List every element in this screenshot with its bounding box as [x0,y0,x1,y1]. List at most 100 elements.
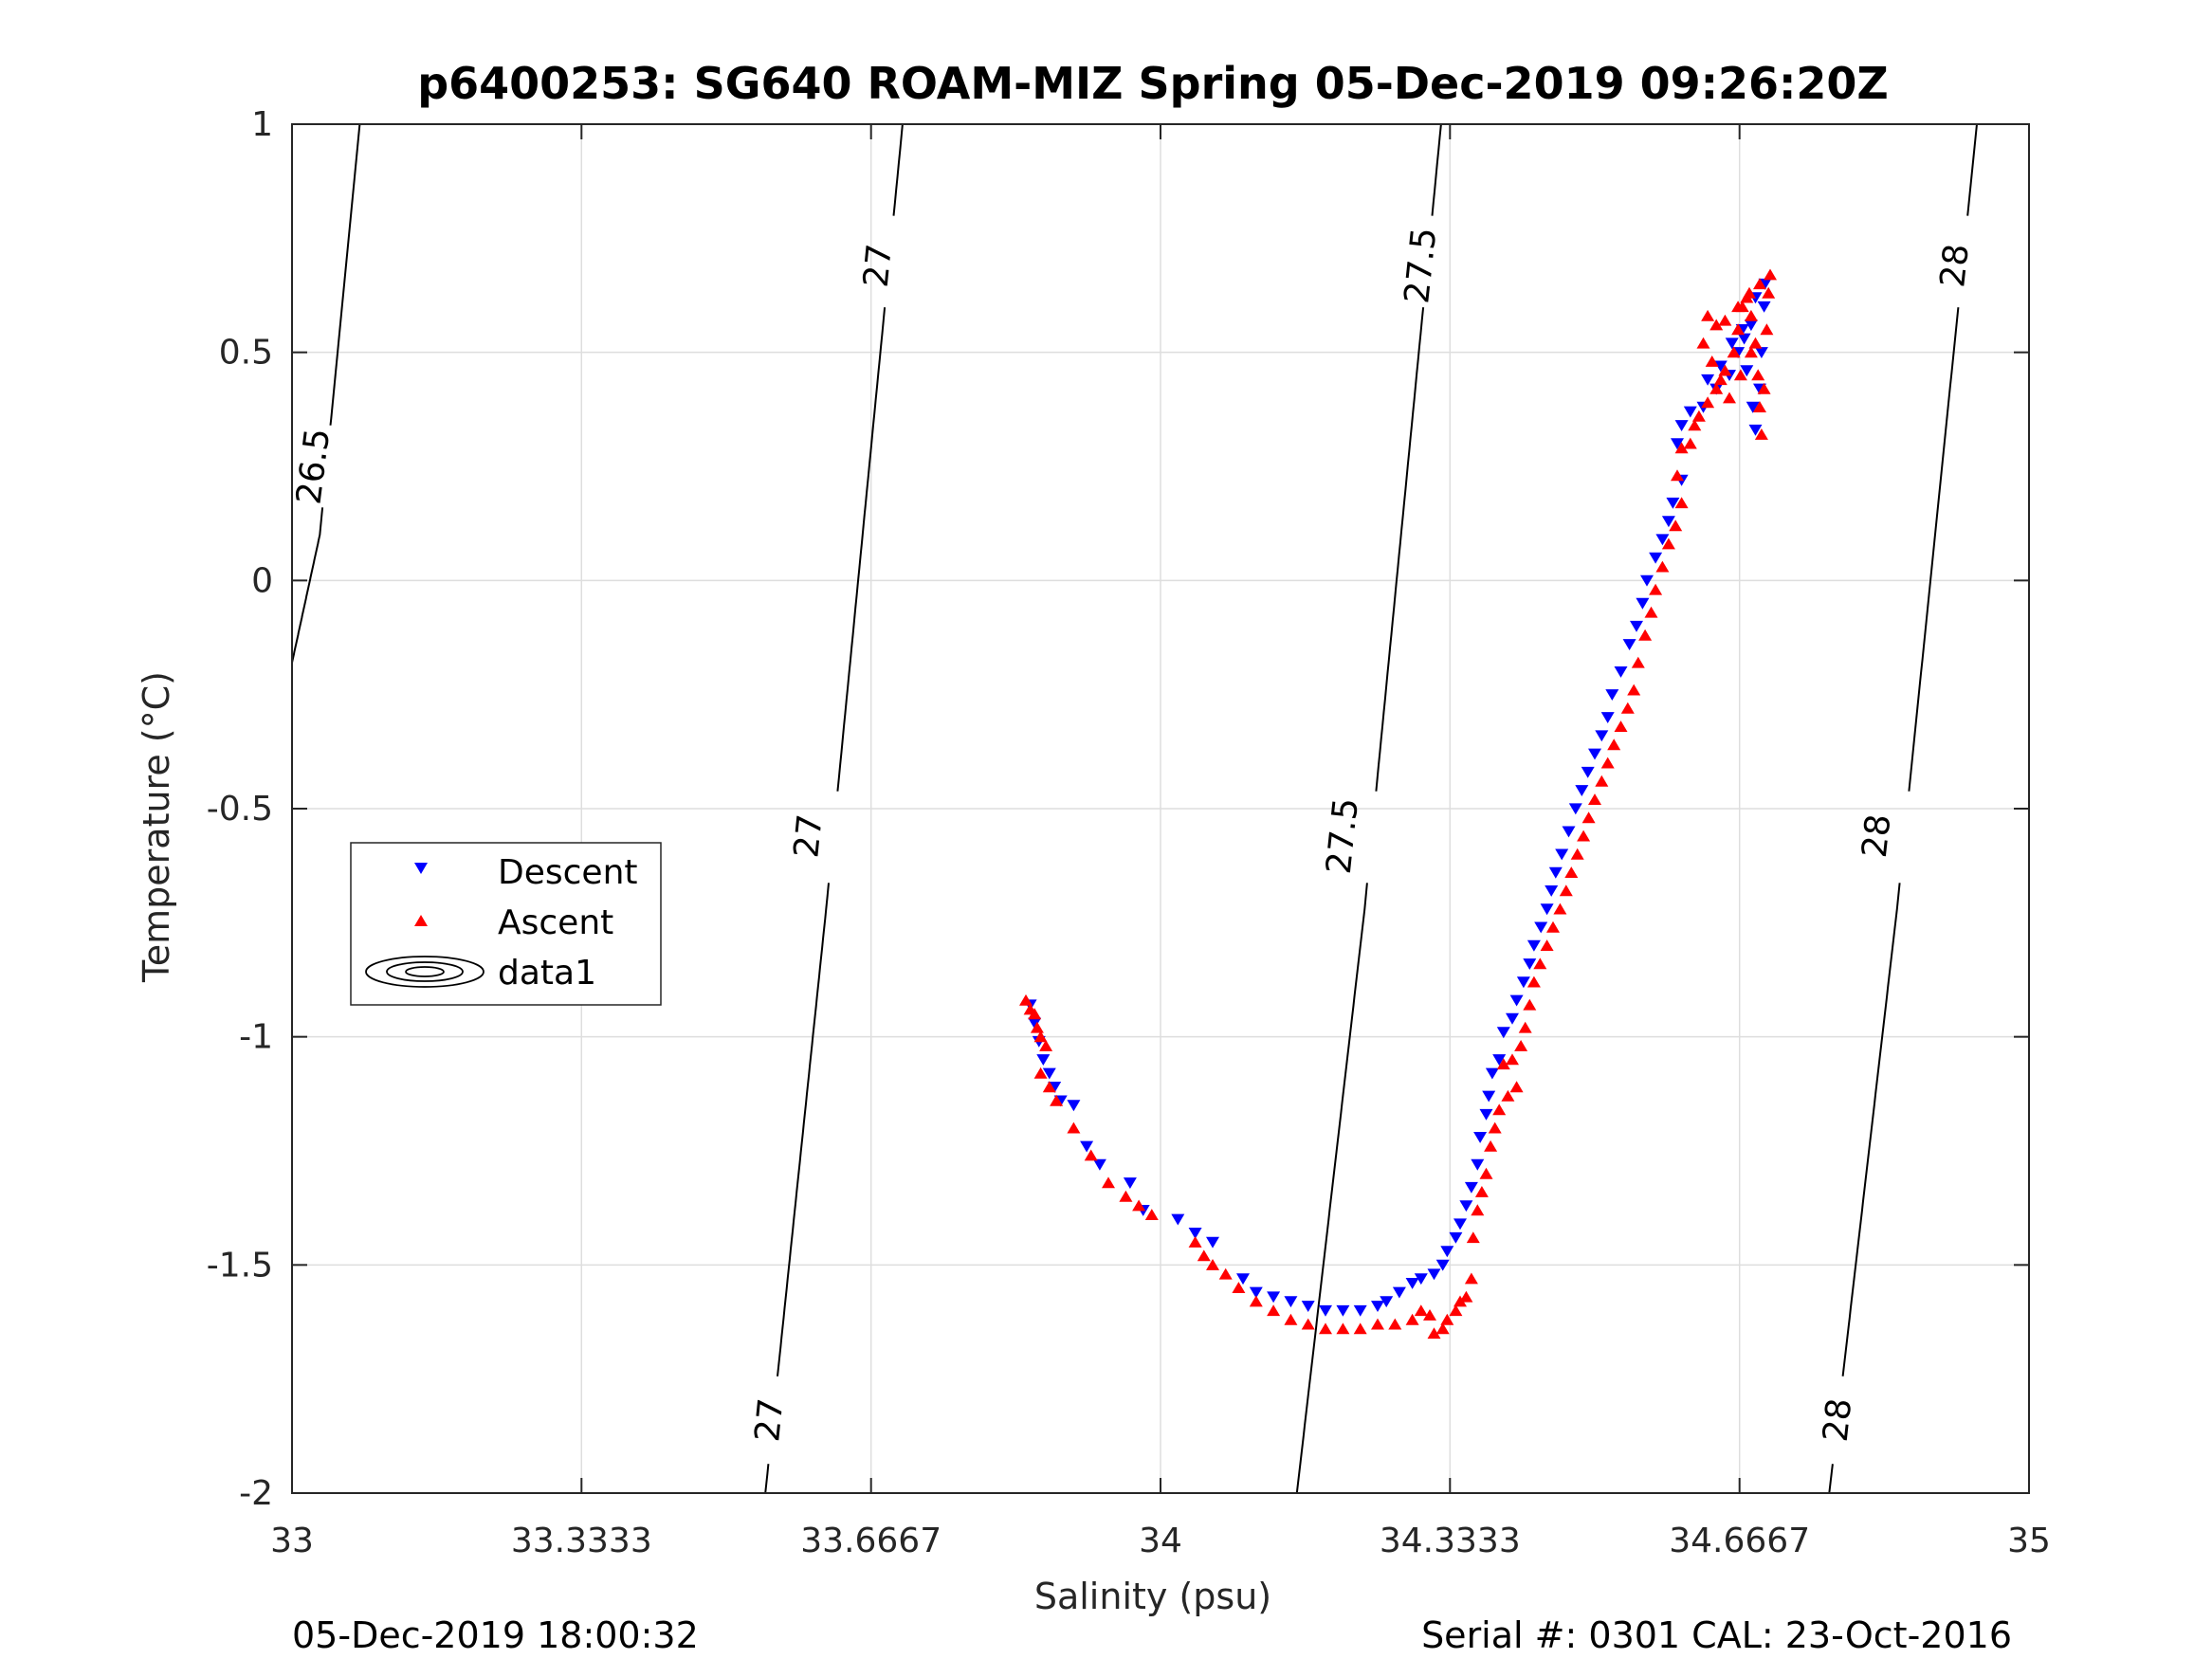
descent-point [1534,921,1548,934]
descent-point [1581,766,1595,778]
isopycnal-28: 28 28 28 [1817,123,1978,1494]
descent-point [1523,958,1537,970]
isopycnal-line [329,123,361,426]
y-tick-label: -2 [239,1474,273,1513]
ascent-point [1523,998,1537,1011]
y-tick-label: -1.5 [207,1246,273,1285]
ascent-point [1474,1186,1489,1197]
legend-ascent-label: Ascent [498,903,613,942]
ascent-point [1471,1204,1485,1216]
descent-point [1575,785,1589,796]
ascent-point [1033,1066,1048,1079]
legend-ascent-marker [414,915,428,926]
ascent-point [1067,1121,1081,1134]
descent-point [1748,424,1763,436]
ascent-point [1764,268,1777,281]
descent-point [1464,1181,1478,1194]
ascent-point [1501,1089,1515,1102]
legend: Descent Ascent data1 [350,842,662,1006]
ascent-point [1188,1236,1202,1248]
descent-point [1506,1012,1519,1025]
data-points [1019,268,1777,1340]
ascent-point [1718,364,1732,376]
ascent-point [1509,1081,1524,1093]
ascent-point [1540,939,1554,951]
isopycnal-line [291,507,324,664]
descent-point [1319,1304,1332,1317]
ascent-point [1674,442,1689,454]
footer-timestamp: 05-Dec-2019 18:00:32 [292,1614,699,1656]
ascent-point [1546,921,1560,933]
ascent-point [1553,902,1567,915]
ascent-point [1206,1259,1219,1270]
descent-point [1188,1228,1202,1239]
descent-point [1336,1304,1350,1317]
ascent-point [1033,1030,1048,1043]
ascent-point [1197,1249,1211,1262]
ascent-point [1705,356,1719,367]
ascent-point [1267,1304,1281,1317]
ascent-point [1713,374,1728,386]
descent-point [1666,497,1680,509]
ascent-point [1371,1318,1384,1330]
descent-point [1171,1213,1185,1226]
descent-point [1392,1286,1406,1299]
x-axis-label: Salinity (psu) [1034,1576,1271,1617]
descent-point [1516,976,1530,989]
x-tick-label: 33.3333 [511,1522,652,1560]
ascent-point [1559,884,1573,897]
ascent-point [1144,1209,1159,1220]
ascent-point [1453,1295,1467,1307]
ascent-point [1669,520,1683,532]
descent-point [1123,1177,1137,1189]
ascent-point [1414,1304,1428,1317]
ascent-point [1084,1149,1098,1161]
descent-point [1555,848,1569,861]
ascent-point [1731,323,1746,336]
isopycnal-label: 27.5 [1320,796,1366,876]
descent-point [1540,903,1554,916]
isopycnal-line [1828,1464,1834,1494]
ascent-point [1042,1081,1056,1093]
ascent-point [1674,497,1689,509]
descent-point [1482,1090,1496,1103]
descent-point [1509,994,1524,1007]
ascent-point [1723,392,1736,404]
descent-point [1746,401,1760,413]
ascent-point [1496,1058,1510,1070]
ascent-point [1600,757,1615,769]
descent-point [1671,438,1684,450]
ascent-point [1614,720,1628,732]
ascent-point [1435,1322,1450,1335]
descent-point [1545,885,1559,897]
isopycnal-26.5: 26.5 [290,123,361,664]
y-tick-label: 1 [251,105,273,144]
axis-ticks: 33 33.3333 33.6667 34 34.3333 34.6667 35 1 0.5 0 -… [207,105,2051,1560]
ascent-point [1353,1322,1367,1335]
descent-point [1588,748,1601,760]
ascent-point [1466,1231,1480,1244]
ascent-point [1588,793,1601,805]
descent-point [1036,1054,1051,1066]
descent-point [1353,1304,1367,1317]
descent-point [1630,620,1643,632]
legend-descent-label: Descent [498,853,638,892]
ascent-point [1506,1053,1519,1066]
descent-point [1301,1301,1315,1312]
x-tick-label: 33 [270,1522,314,1560]
descent-point [1526,939,1541,952]
descent-point [1427,1268,1441,1281]
ascent-point [1753,278,1766,290]
isopycnal-27: 27 27 27 [748,123,904,1494]
ascent-point [1028,1008,1042,1020]
isopycnal-line [892,123,904,216]
descent-point [1067,1100,1081,1112]
descent-point [1414,1273,1428,1285]
ascent-point [1564,866,1579,878]
ascent-point [1039,1040,1053,1051]
x-tick-label: 34 [1139,1522,1182,1560]
descent-point [1655,534,1670,546]
ascent-point [1533,957,1547,970]
ascent-point [1577,830,1591,842]
descent-point [1595,730,1609,742]
